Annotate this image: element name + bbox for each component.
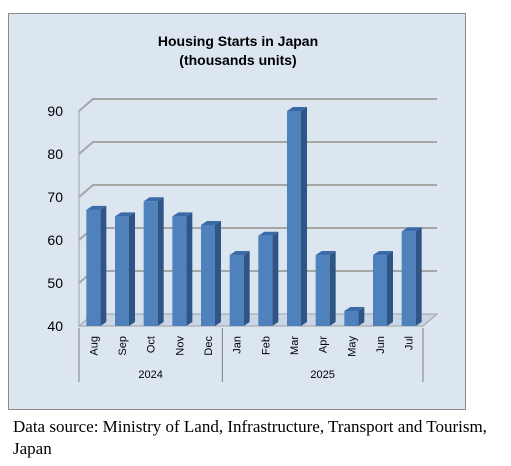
chart-title: Housing Starts in Japan — [158, 33, 318, 49]
gridline — [78, 184, 437, 198]
bar — [287, 107, 307, 326]
bar-side — [415, 227, 422, 326]
bar-front — [344, 310, 359, 326]
gridline — [78, 141, 437, 155]
bar-top — [86, 205, 107, 210]
bar-top — [143, 197, 164, 202]
bar — [229, 251, 250, 326]
bar-top — [287, 107, 307, 111]
x-category-label: Mar — [289, 336, 301, 355]
gridline — [78, 98, 437, 112]
bar-front — [258, 235, 273, 326]
bar-side — [129, 212, 135, 326]
bar — [401, 227, 422, 326]
bar — [115, 212, 135, 326]
y-axis-ticks: 40 50 60 70 80 90 — [47, 103, 63, 334]
x-category-label: Jan — [232, 336, 244, 354]
x-category-label: Sep — [117, 336, 129, 356]
bar-side — [215, 220, 221, 326]
bar-side — [186, 212, 193, 326]
x-category-label: Jun — [375, 336, 387, 354]
bar-top — [258, 231, 279, 236]
year-group-label: 2024 — [138, 369, 162, 381]
chart-subtitle: (thousands units) — [179, 52, 296, 68]
bar-side — [157, 197, 164, 326]
bar-top — [315, 251, 336, 256]
bar-top — [344, 306, 365, 311]
housing-starts-chart: Housing Starts in Japan (thousands units… — [47, 33, 439, 382]
bar-side — [243, 251, 250, 326]
bar-top — [172, 212, 193, 217]
y-tick-label: 90 — [47, 103, 63, 119]
bar-front — [373, 255, 387, 326]
bar-front — [401, 231, 416, 326]
bar — [86, 205, 107, 326]
x-category-label: Feb — [260, 336, 272, 355]
data-source-note: Data source: Ministry of Land, Infrastru… — [13, 417, 487, 458]
bar-front — [115, 216, 129, 326]
chart-area: Housing Starts in Japan (thousands units… — [8, 13, 466, 410]
bar-side — [358, 306, 365, 326]
bar-front — [172, 216, 187, 326]
bar-side — [329, 251, 336, 326]
y-tick-label: 40 — [47, 318, 63, 334]
bar — [201, 220, 221, 326]
y-tick-label: 70 — [47, 189, 63, 205]
bar — [172, 212, 193, 326]
x-category-label: Jul — [404, 336, 416, 350]
bar — [143, 197, 164, 326]
bar-top — [401, 227, 422, 232]
bar-side — [301, 107, 307, 326]
bar — [315, 251, 336, 326]
bar-front — [229, 255, 244, 326]
x-category-label: Nov — [174, 336, 186, 356]
y-tick-label: 60 — [47, 232, 63, 248]
year-groups: 2024 2025 — [78, 328, 424, 382]
bar — [344, 306, 365, 326]
bar-front — [143, 201, 158, 326]
bar — [258, 231, 279, 326]
year-group-label: 2025 — [310, 369, 334, 381]
bar-top — [373, 251, 393, 256]
x-category-label: Apr — [318, 336, 330, 353]
bar — [373, 251, 393, 326]
x-axis-categories: Aug Sep Oct Nov Dec Jan Feb Mar Apr May Jun Jul — [88, 336, 415, 357]
y-tick-label: 80 — [47, 146, 63, 162]
bars — [86, 107, 422, 326]
bar-front — [315, 255, 330, 326]
bar-top — [201, 220, 221, 225]
bar-side — [387, 251, 393, 326]
bar-top — [115, 212, 135, 217]
bar-top — [229, 251, 250, 256]
bar-side — [100, 205, 107, 326]
x-category-label: Aug — [88, 336, 100, 356]
bar-front — [201, 224, 215, 326]
bar-side — [272, 231, 279, 326]
x-category-label: Dec — [203, 336, 215, 356]
bar-front — [287, 111, 301, 326]
x-category-label: Oct — [146, 336, 158, 353]
bar-front — [86, 209, 101, 326]
y-tick-label: 50 — [47, 275, 63, 291]
x-category-label: May — [346, 336, 358, 357]
